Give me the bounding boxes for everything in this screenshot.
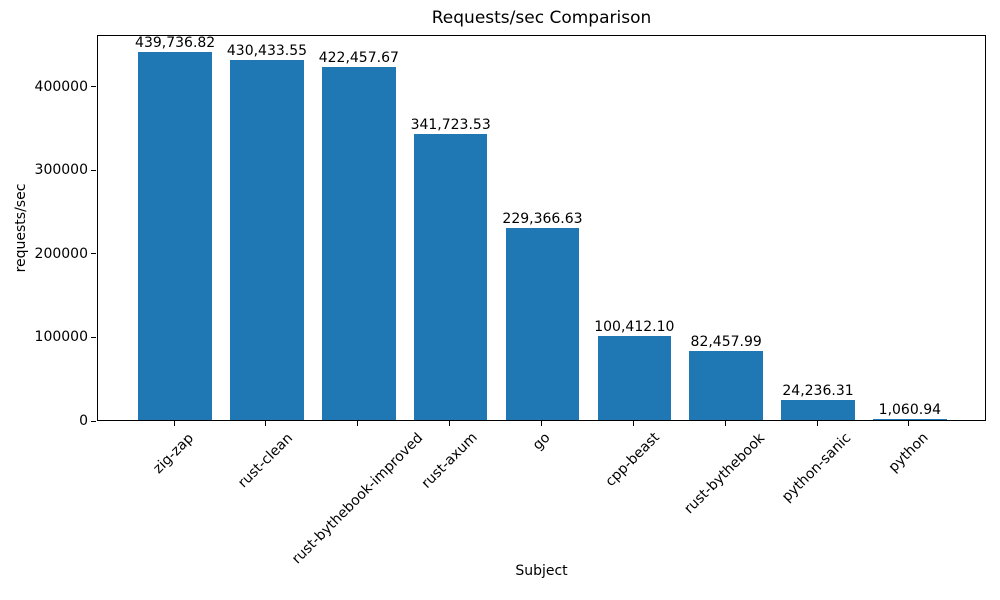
bar: [322, 66, 396, 420]
x-tick-label: zig-zap: [150, 429, 198, 477]
bar-value-label: 430,433.55: [226, 43, 308, 60]
x-tick: [265, 421, 267, 426]
x-tick-label: cpp-beast: [602, 429, 664, 491]
y-tick-label: 300000: [34, 162, 88, 179]
y-tick-label: 400000: [34, 78, 88, 95]
x-tick: [632, 421, 634, 426]
y-tick: [91, 253, 96, 255]
x-tick: [449, 421, 451, 426]
bar: [873, 419, 947, 420]
bar-value-label: 341,723.53: [410, 117, 491, 134]
chart-title: Requests/sec Comparison: [431, 8, 652, 28]
bar: [230, 60, 304, 420]
bar-value-label: 1,060.94: [878, 402, 942, 419]
x-tick-label: rust-clean: [235, 429, 297, 491]
x-tick: [173, 421, 175, 426]
y-tick-label: 200000: [34, 245, 88, 262]
x-tick: [724, 421, 726, 426]
bar-value-label: 422,457.67: [318, 49, 399, 66]
bar: [689, 351, 763, 420]
y-tick: [91, 336, 96, 338]
x-tick: [541, 421, 542, 426]
bar: [597, 336, 672, 420]
bar: [138, 52, 212, 420]
x-tick-label: go: [529, 429, 553, 454]
x-tick-label: python: [885, 429, 932, 476]
y-tick: [91, 169, 96, 171]
x-tick: [816, 421, 818, 426]
x-axis-label: Subject: [515, 563, 568, 579]
bar-value-label: 100,412.10: [594, 319, 675, 336]
bar: [505, 228, 580, 420]
x-tick: [357, 421, 359, 426]
x-tick-label: rust-bythebook-improved: [288, 429, 427, 568]
y-tick: [91, 86, 96, 88]
bar-value-label: 24,236.31: [782, 382, 854, 399]
y-tick-label: 0: [79, 413, 88, 429]
y-tick: [91, 420, 96, 422]
x-tick: [908, 421, 910, 426]
bar-value-label: 82,457.99: [690, 334, 762, 351]
x-tick-label: rust-bythebook: [681, 430, 769, 517]
x-tick-label: python-sanic: [779, 429, 855, 506]
bar-value-label: 439,736.82: [135, 35, 216, 52]
y-tick-label: 100000: [34, 329, 88, 346]
bar: [781, 399, 855, 420]
plot-area: 439,736.82 430,433.55 422,457.67 341,723.53…: [97, 35, 986, 421]
x-tick-label: rust-axum: [418, 430, 481, 493]
bar: [413, 134, 488, 420]
bar-value-label: 229,366.63: [502, 211, 583, 228]
